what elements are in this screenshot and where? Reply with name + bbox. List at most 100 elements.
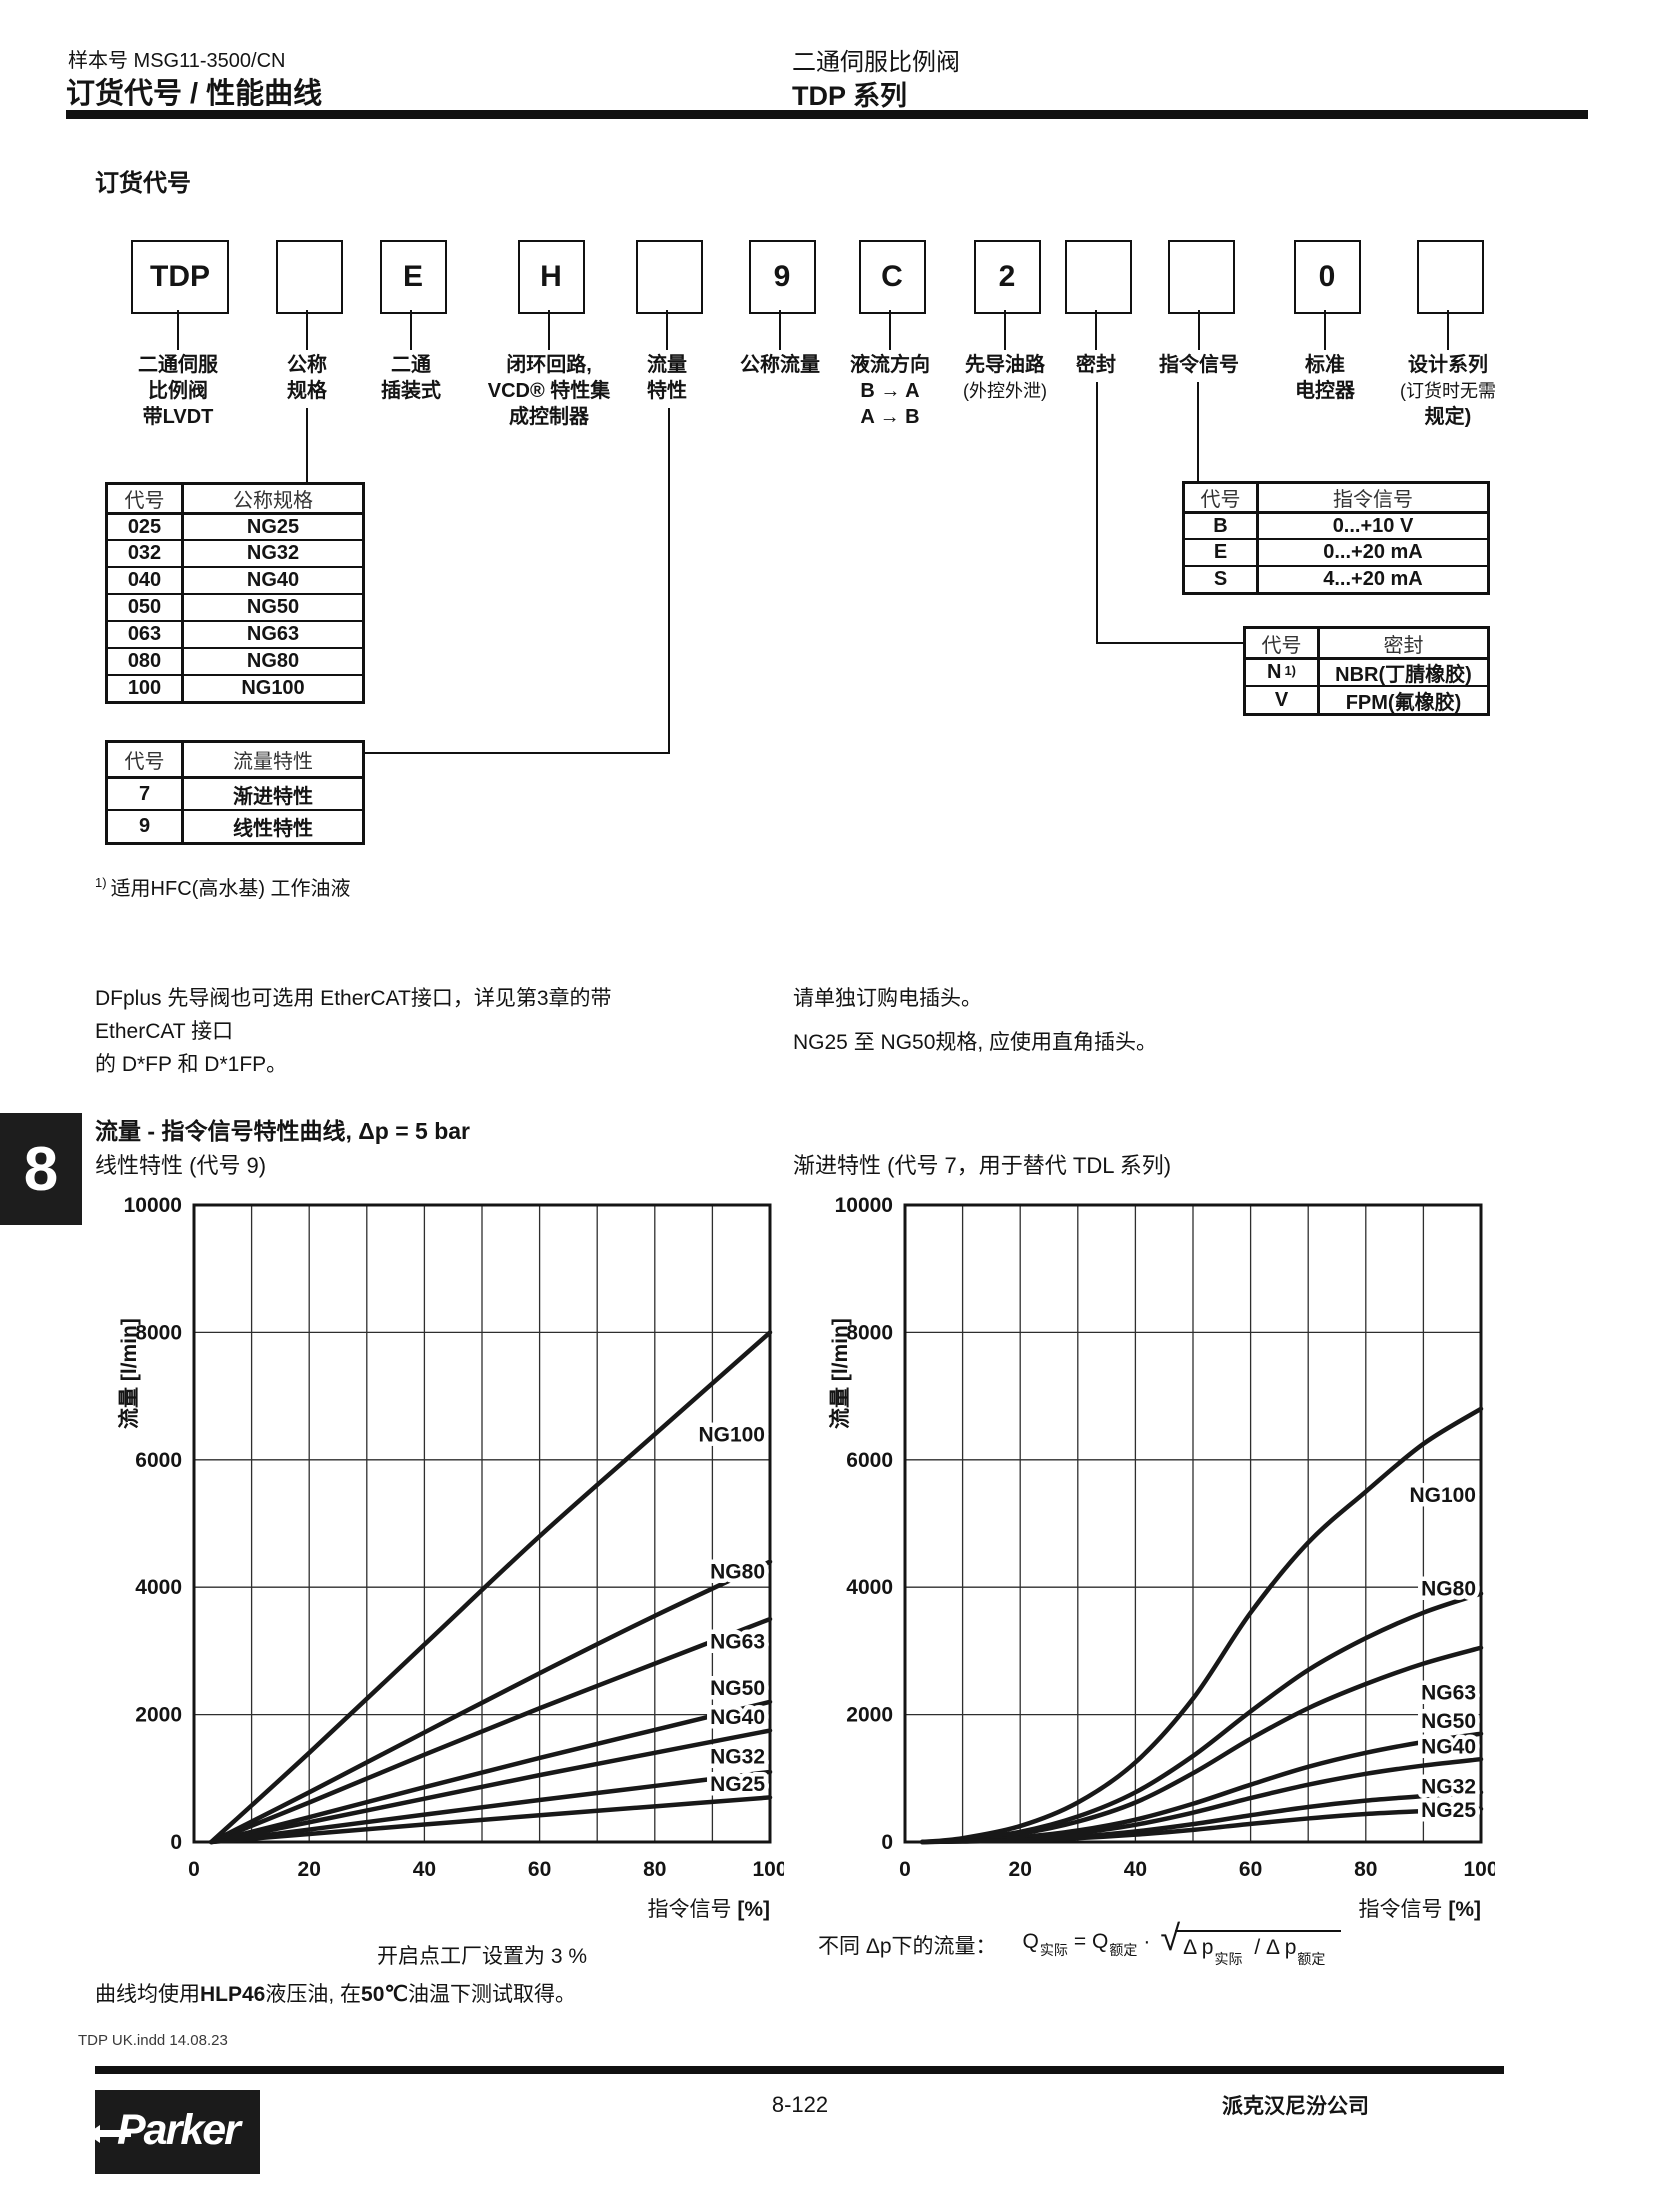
x-tick-label: 60	[528, 1858, 551, 1881]
value-cell: NG100	[241, 677, 305, 699]
label-line: 比例阀	[148, 380, 208, 402]
label-line: 公称流量	[740, 354, 820, 376]
curve-NG40	[209, 1728, 773, 1845]
ordering-heading: 订货代号	[95, 170, 191, 197]
code-cell: 100	[108, 676, 184, 701]
test-condition-note: 曲线均使用HLP46液压油, 在50℃油温下测试取得。	[95, 1978, 576, 2008]
ordering-box-4: H	[517, 240, 585, 314]
ordering-box-tick	[889, 310, 891, 350]
y-tick-label: 0	[170, 1831, 182, 1854]
ordering-box-3: E	[379, 240, 447, 314]
value-cell: 指令信号	[1333, 489, 1413, 511]
parker-logo: Parker	[87, 2090, 260, 2174]
curve-label-NG50: NG50	[710, 1677, 765, 1700]
y-tick-label: 8000	[135, 1321, 182, 1344]
value-cell: 流量特性	[233, 751, 313, 773]
code-cell: 代号	[1246, 629, 1320, 657]
formula-q-actual: Q	[1022, 1930, 1039, 1953]
label-line: VCD® 特性集	[487, 380, 611, 402]
note-dfplus-line1: DFplus 先导阀也可选用 EtherCAT接口，详见第3章的带 EtherC…	[95, 987, 612, 1043]
y-tick-label: 2000	[135, 1704, 182, 1727]
label-line: 插装式	[381, 380, 441, 402]
y-tick-label: 6000	[846, 1449, 893, 1472]
parker-arrow-icon	[87, 2125, 131, 2143]
chart-right-subtitle: 渐进特性 (代号 7，用于替代 TDL 系列)	[793, 1153, 1172, 1178]
curve-NG100	[209, 1330, 773, 1845]
ordering-box-8: 2	[973, 240, 1041, 314]
code-cell: E	[1185, 540, 1259, 565]
label-line: (订货时无需	[1400, 381, 1496, 401]
y-tick-label: 4000	[135, 1576, 182, 1599]
table-row: 100 NG100	[108, 674, 362, 701]
chart-svg-2: 0 2000 4000 6000 8000 10000 0 20 40 60 80 100 流量 [l/…	[828, 1194, 1499, 1921]
product-title: 二通伺服比例阀	[792, 49, 960, 76]
curve-label-NG40: NG40	[710, 1706, 765, 1729]
table-row: 050 NG50	[108, 593, 362, 620]
value-cell: NG32	[246, 542, 300, 564]
formula-dp2-sub: 额定	[1297, 1951, 1326, 1967]
table-row: B 0...+10 V	[1185, 511, 1487, 538]
curve-NG50	[209, 1699, 773, 1845]
label-line: 规定)	[1424, 406, 1472, 428]
formula-sub-actual: 实际	[1039, 1942, 1068, 1958]
ordering-box-label-9: 密封	[986, 352, 1206, 378]
x-axis-label: 指令信号 [%]	[1358, 1898, 1481, 1921]
curve-NG100	[920, 1406, 1484, 1845]
x-axis-label-unit: [%]	[1448, 1898, 1481, 1921]
curve-label-NG50: NG50	[1421, 1710, 1476, 1733]
table-header-row: 代号 公称规格	[108, 485, 362, 512]
label-line: 带LVDT	[142, 406, 214, 428]
curve-label-NG25: NG25	[710, 1773, 765, 1796]
x-axis-label-unit: [%]	[737, 1898, 770, 1921]
size-table: 代号 公称规格 025 NG25 032 NG32 040 NG40 050 NG50 063 NG6…	[105, 482, 365, 704]
x-tick-label: 0	[188, 1858, 200, 1881]
value-cell: NG40	[246, 569, 300, 591]
label-line: 电控器	[1295, 380, 1355, 402]
ordering-box-label-5: 流量 特性	[557, 352, 777, 404]
connector-line-6	[1197, 382, 1199, 482]
x-tick-label: 80	[1354, 1858, 1377, 1881]
ordering-box-1: TDP	[131, 240, 229, 314]
ordering-box-12	[1416, 240, 1484, 314]
label-line: 标准	[1305, 354, 1345, 376]
opening-point-note: 开启点工厂设置为 3 %	[376, 1945, 588, 1968]
value-cell: 4...+20 mA	[1323, 568, 1423, 590]
table-header-row: 代号 密封	[1246, 629, 1487, 657]
ordering-box-label-12: 设计系列 (订货时无需 规定)	[1338, 352, 1558, 430]
y-tick-label: 8000	[846, 1321, 893, 1344]
test-note-p1: 曲线均使用	[95, 1983, 200, 2006]
ordering-box-tick	[1095, 310, 1097, 350]
label-line: 密封	[1076, 354, 1116, 376]
ordering-box-11: 0	[1293, 240, 1361, 314]
y-tick-label: 0	[881, 1831, 893, 1854]
formula-eq: = Q	[1073, 1930, 1109, 1953]
x-tick-label: 60	[1239, 1858, 1262, 1881]
code-cell: 040	[108, 568, 184, 593]
y-tick-label: 10000	[124, 1194, 182, 1217]
value-cell: 密封	[1383, 634, 1424, 657]
x-tick-label: 100	[1463, 1858, 1495, 1881]
table-row: 040 NG40	[108, 566, 362, 593]
curve-NG32	[209, 1769, 773, 1845]
ordering-box-tick	[410, 310, 412, 350]
code-cell: 代号	[108, 485, 184, 512]
curve-label-NG100: NG100	[1409, 1484, 1476, 1507]
label-line: 特性	[647, 380, 687, 402]
value-cell: 线性特性	[233, 818, 313, 840]
value-cell: 0...+10 V	[1332, 514, 1414, 537]
y-axis-label: 流量 [l/min]	[117, 1318, 141, 1429]
x-tick-label: 20	[298, 1858, 321, 1881]
formula-radicand: Δ p实际 / Δ p额定	[1175, 1930, 1342, 1967]
y-tick-label: 4000	[846, 1576, 893, 1599]
charts-section-title: 流量 - 指令信号特性曲线, Δp = 5 bar	[95, 1118, 470, 1144]
flow-characteristic-table: 代号 流量特性 7 渐进特性 9 线性特性	[105, 740, 365, 845]
curve-NG63	[920, 1645, 1484, 1845]
code-cell: V	[1246, 687, 1320, 713]
curve-NG25	[209, 1795, 773, 1845]
value-cell: NG25	[246, 515, 300, 538]
connector-line-5	[1096, 642, 1244, 644]
code-cell: N 1)	[1246, 660, 1320, 685]
label-line: 二通	[391, 354, 431, 376]
ordering-box-label-2: 公称 规格	[197, 352, 417, 404]
